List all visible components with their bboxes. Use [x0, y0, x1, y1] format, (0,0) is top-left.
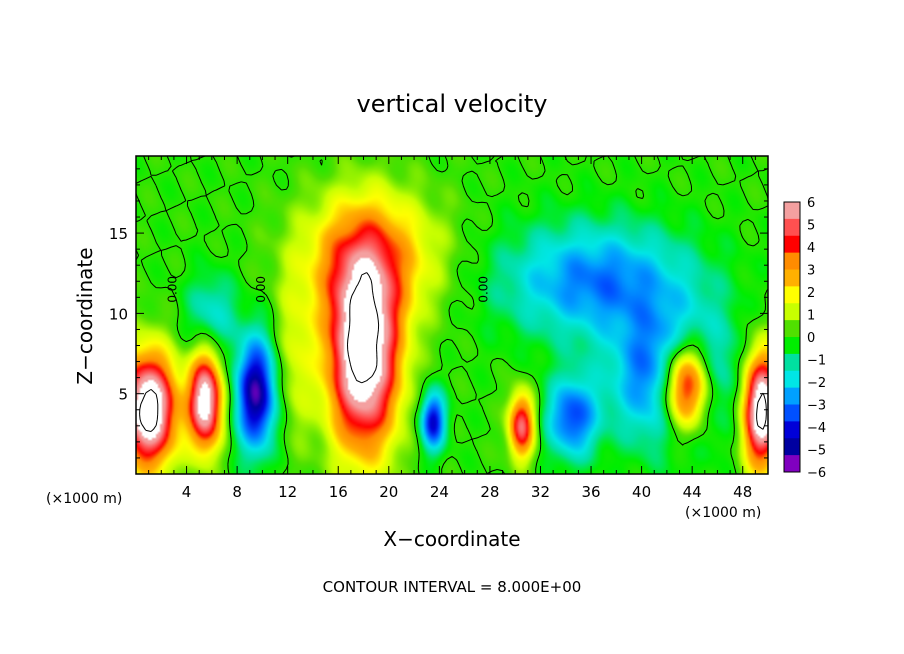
x-tick-label: 44: [683, 483, 702, 501]
colorbar-tick-label: 4: [807, 241, 815, 256]
colorbar-tick-label: −6: [807, 466, 826, 481]
x-tick-label: 16: [329, 483, 348, 501]
heatmap-field: [136, 156, 768, 474]
x-tick-label: 48: [733, 483, 752, 501]
y-tick-label: 5: [118, 386, 128, 404]
contour-label: 0.00: [165, 276, 179, 303]
y-axis-ticks: 5 10 15: [109, 168, 768, 459]
contour-line: [139, 272, 767, 432]
contour-label: 0.00: [254, 276, 268, 303]
y-axis-label: Z−coordinate: [73, 247, 97, 384]
colorbar-tick-label: −3: [807, 399, 826, 414]
colorbar-frame: [783, 201, 801, 473]
colorbar-tick-label: 5: [807, 219, 815, 234]
x-axis-ticks: 4 8 12 16 20 24 28 32 36 40 44 48: [148, 156, 756, 501]
colorbar-tick-label: 1: [807, 309, 815, 324]
colorbar-swatch: [784, 303, 800, 321]
contour-label: 0.00: [476, 276, 490, 303]
colorbar-swatch: [784, 455, 800, 473]
colorbar-swatch: [784, 320, 800, 338]
colorbar-swatch: [784, 404, 800, 422]
colorbar-swatch: [784, 370, 800, 389]
colorbar-swatch: [784, 218, 800, 237]
x-unit-label-left: (×1000 m): [46, 491, 122, 507]
colorbar-tick-label: −4: [807, 421, 826, 436]
contour-interval-footnote: CONTOUR INTERVAL = 8.000E+00: [323, 578, 582, 596]
y-tick-label: 10: [109, 305, 128, 323]
x-tick-label: 32: [531, 483, 550, 501]
colorbar-swatch: [784, 202, 800, 220]
colorbar-swatch: [784, 387, 800, 405]
x-tick-label: 24: [430, 483, 449, 501]
colorbar-swatch: [784, 269, 800, 287]
colorbar: 6 5 4 3 2 1 0 −1 −2 −3 −4 −5 −6: [783, 196, 826, 481]
contour-labels: 0.00 0.00 0.00: [165, 276, 490, 303]
x-unit-label-right: (×1000 m): [685, 505, 761, 521]
x-tick-label: 28: [480, 483, 499, 501]
colorbar-tick-label: 2: [807, 286, 815, 301]
colorbar-tick-label: −5: [807, 444, 826, 459]
colorbar-swatch: [784, 252, 800, 270]
colorbar-swatch: [784, 235, 800, 254]
colorbar-tick-label: −1: [807, 354, 826, 369]
x-tick-label: 4: [182, 483, 192, 501]
colorbar-tick-label: −2: [807, 376, 826, 391]
colorbar-swatch: [784, 438, 800, 456]
colorbar-tick-label: 3: [807, 264, 815, 279]
x-axis-label: X−coordinate: [383, 527, 520, 551]
contour-lines: [136, 156, 768, 474]
colorbar-swatch: [784, 286, 800, 304]
x-tick-label: 36: [581, 483, 600, 501]
colorbar-swatch: [784, 353, 800, 372]
y-tick-label: 15: [109, 225, 128, 243]
chart-title: vertical velocity: [357, 90, 548, 118]
x-tick-label: 20: [379, 483, 398, 501]
colorbar-tick-label: 0: [807, 331, 815, 346]
contour-line: [136, 156, 768, 474]
colorbar-swatch: [784, 421, 800, 439]
x-tick-label: 12: [278, 483, 297, 501]
x-tick-label: 40: [632, 483, 651, 501]
plot-area: 0.00 0.00 0.00: [135, 155, 769, 475]
colorbar-tick-label: 6: [807, 196, 815, 211]
colorbar-swatch: [784, 337, 800, 355]
x-tick-label: 8: [232, 483, 242, 501]
